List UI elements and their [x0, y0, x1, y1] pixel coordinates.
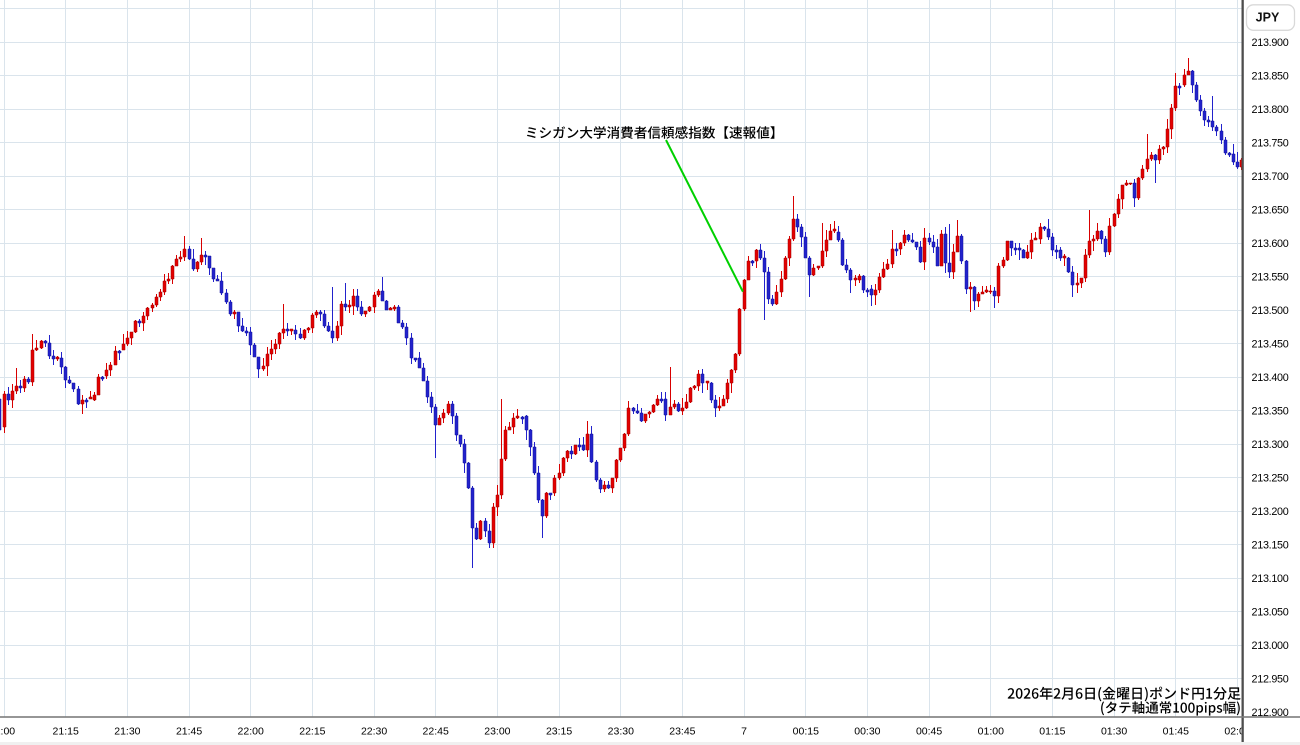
- svg-text:00:30: 00:30: [854, 725, 880, 737]
- svg-text:213.850: 213.850: [1252, 71, 1289, 83]
- svg-text:21:00: 21:00: [0, 725, 15, 737]
- svg-text:23:00: 23:00: [484, 725, 510, 737]
- svg-text:01:45: 01:45: [1163, 725, 1189, 737]
- svg-text:213.200: 213.200: [1252, 506, 1289, 518]
- svg-text:213.700: 213.700: [1252, 171, 1289, 183]
- svg-text:213.500: 213.500: [1252, 305, 1289, 317]
- svg-text:7: 7: [741, 725, 747, 737]
- svg-text:213.250: 213.250: [1252, 473, 1289, 485]
- svg-text:23:45: 23:45: [669, 725, 695, 737]
- svg-text:22:15: 22:15: [299, 725, 325, 737]
- svg-text:01:30: 01:30: [1101, 725, 1127, 737]
- svg-text:21:45: 21:45: [176, 725, 202, 737]
- svg-text:22:00: 22:00: [238, 725, 264, 737]
- svg-text:213.800: 213.800: [1252, 104, 1289, 116]
- svg-text:212.950: 212.950: [1252, 674, 1289, 686]
- svg-text:213.100: 213.100: [1252, 573, 1289, 585]
- svg-text:212.900: 212.900: [1252, 707, 1289, 719]
- svg-text:213.650: 213.650: [1252, 205, 1289, 217]
- svg-text:00:45: 00:45: [916, 725, 942, 737]
- svg-text:22:45: 22:45: [423, 725, 449, 737]
- svg-text:213.450: 213.450: [1252, 339, 1289, 351]
- svg-text:213.600: 213.600: [1252, 238, 1289, 250]
- svg-text:213.400: 213.400: [1252, 372, 1289, 384]
- svg-text:213.550: 213.550: [1252, 272, 1289, 284]
- svg-text:01:15: 01:15: [1039, 725, 1065, 737]
- svg-text:23:30: 23:30: [608, 725, 634, 737]
- svg-text:21:15: 21:15: [53, 725, 79, 737]
- svg-text:213.300: 213.300: [1252, 439, 1289, 451]
- svg-text:00:15: 00:15: [793, 725, 819, 737]
- svg-text:21:30: 21:30: [114, 725, 140, 737]
- svg-text:JPY: JPY: [1256, 11, 1280, 25]
- svg-text:01:00: 01:00: [978, 725, 1004, 737]
- svg-text:213.900: 213.900: [1252, 37, 1289, 49]
- svg-text:23:15: 23:15: [546, 725, 572, 737]
- svg-text:02:00: 02:00: [1224, 725, 1250, 737]
- svg-text:213.750: 213.750: [1252, 138, 1289, 150]
- svg-text:213.000: 213.000: [1252, 640, 1289, 652]
- svg-text:213.150: 213.150: [1252, 540, 1289, 552]
- svg-text:213.350: 213.350: [1252, 406, 1289, 418]
- svg-text:22:30: 22:30: [361, 725, 387, 737]
- svg-text:213.050: 213.050: [1252, 607, 1289, 619]
